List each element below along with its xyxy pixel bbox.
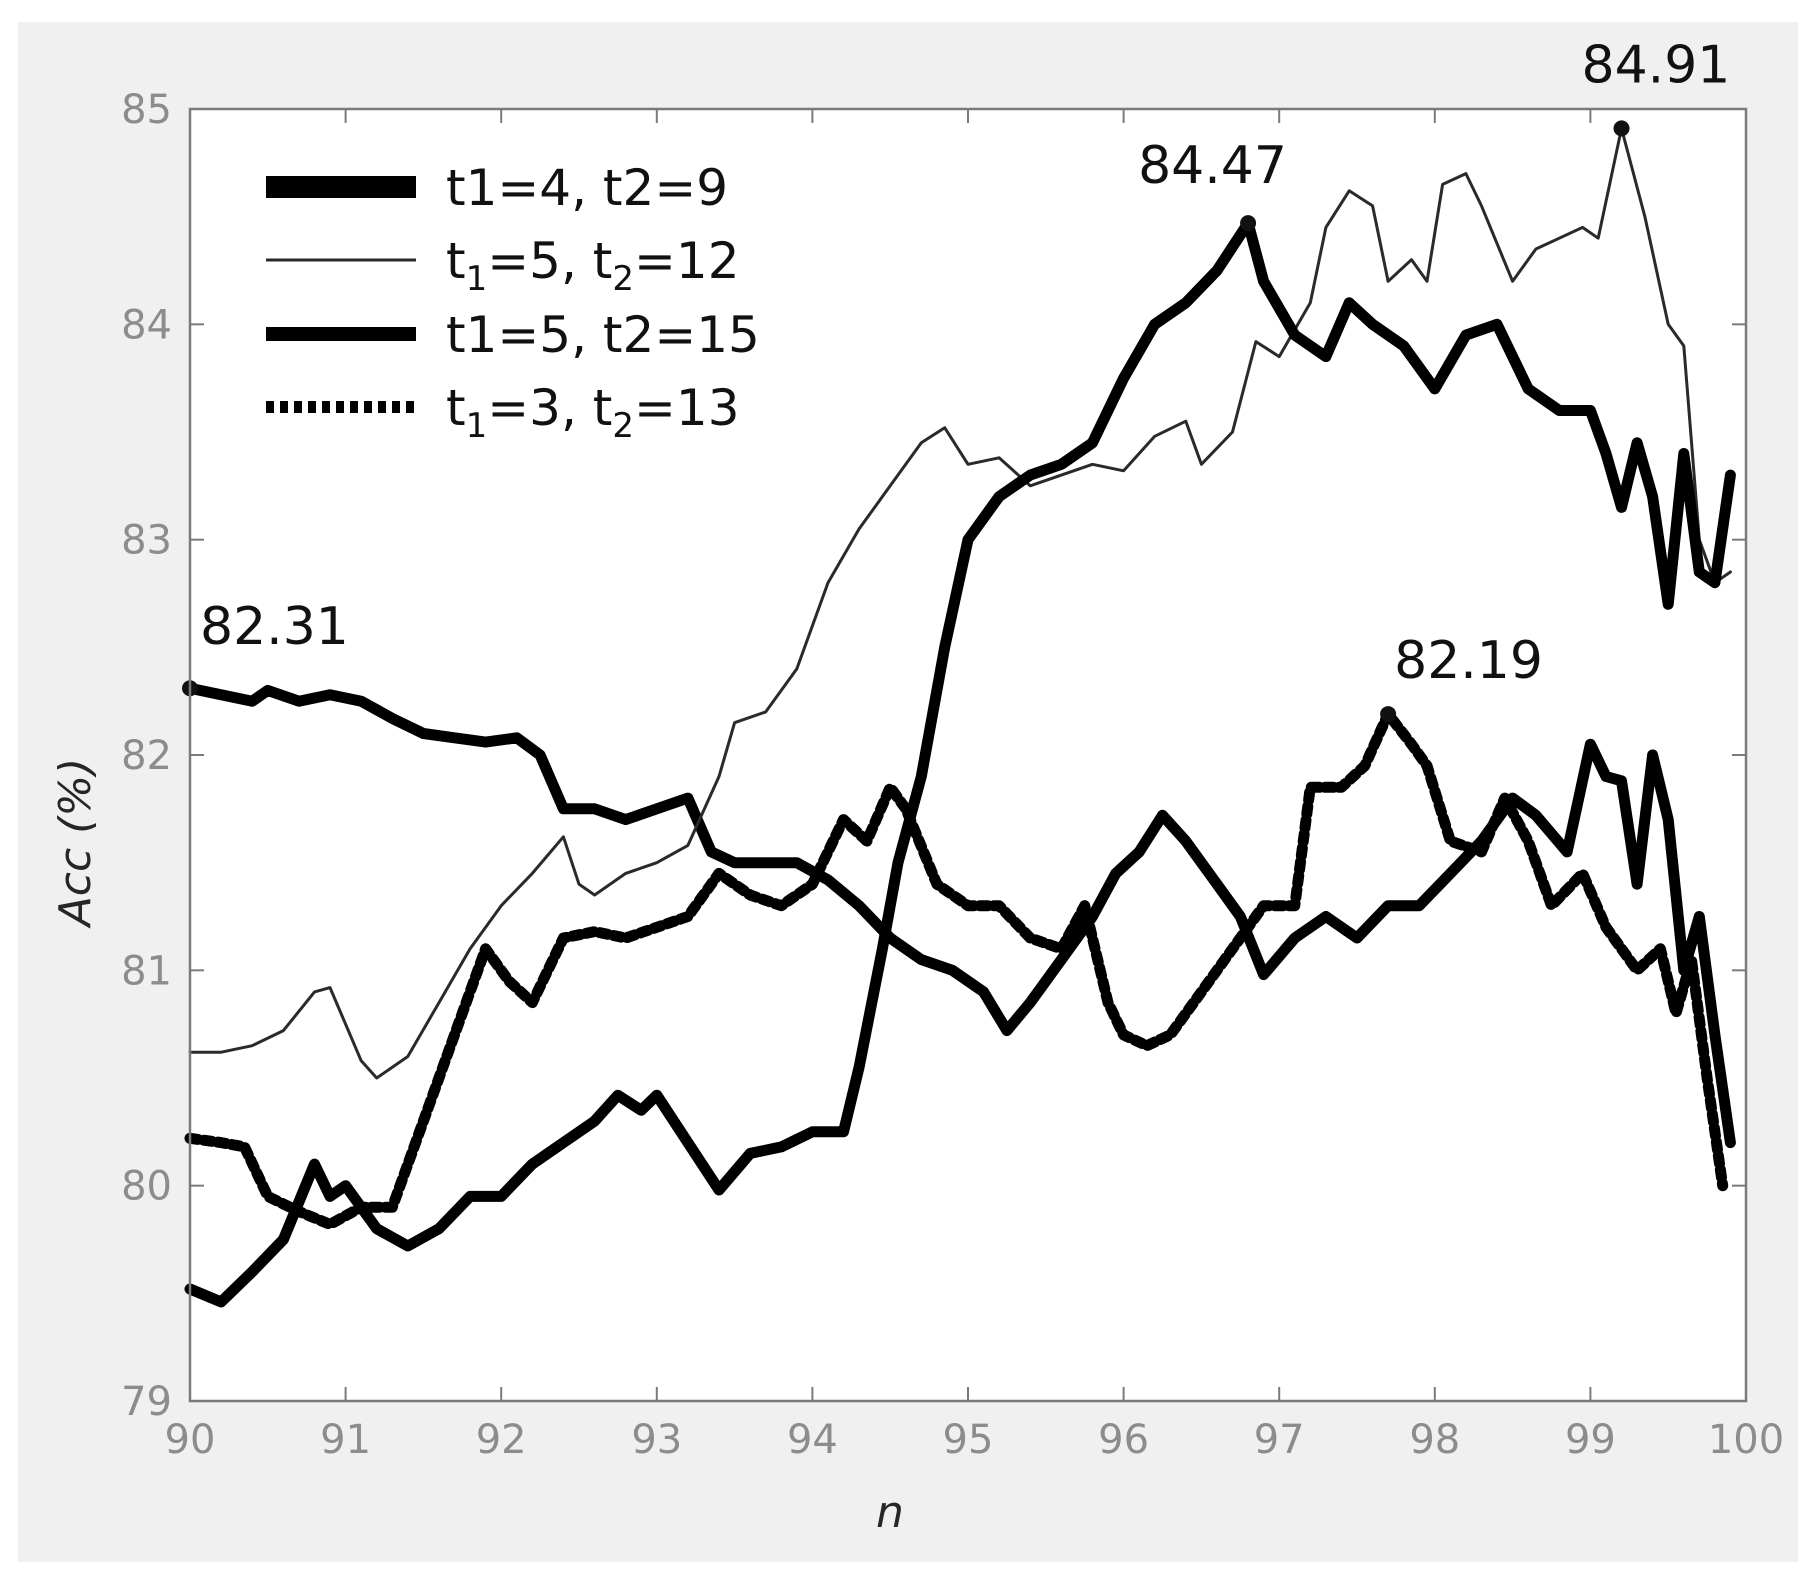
annotation-marker xyxy=(1380,706,1397,723)
plot-frame xyxy=(188,107,1748,1403)
series-line-2 xyxy=(188,126,1732,1080)
annotation-label: 84.47 xyxy=(1138,136,1287,196)
y-tick-label: 82 xyxy=(121,733,172,779)
x-tick-label: 90 xyxy=(165,1417,216,1463)
x-tick-label: 97 xyxy=(1254,1417,1305,1463)
plot-area xyxy=(190,109,1746,1401)
x-tick-label: 100 xyxy=(1708,1417,1784,1463)
y-tick-label: 80 xyxy=(121,1164,172,1210)
series-line-1 xyxy=(184,682,1736,1149)
y-axis-title: Acc (%) xyxy=(50,758,101,930)
legend-label-2: t1=5, t2=12 xyxy=(446,232,740,299)
annotation-marker xyxy=(1613,120,1630,137)
y-tick-label: 85 xyxy=(121,87,172,133)
annotation-label: 84.91 xyxy=(1582,35,1731,95)
series-line-4 xyxy=(184,708,1729,1230)
x-tick-label: 92 xyxy=(476,1417,527,1463)
x-tick-label: 91 xyxy=(320,1417,371,1463)
series-line-3 xyxy=(184,217,1736,1308)
annotation-marker xyxy=(1240,215,1257,232)
x-tick-label: 96 xyxy=(1098,1417,1149,1463)
y-tick-label: 84 xyxy=(121,302,172,348)
y-tick-label: 81 xyxy=(121,948,172,994)
legend-label-3: t1=5, t2=15 xyxy=(446,306,760,364)
line-chart: 90 91 92 93 94 95 96 97 98 99 100 79 80 81 82 83 84 85 82… xyxy=(50,35,1784,1538)
x-tick-label: 98 xyxy=(1409,1417,1460,1463)
x-tick-label: 93 xyxy=(631,1417,682,1463)
x-tick-label: 95 xyxy=(943,1417,994,1463)
x-tick-label: 94 xyxy=(787,1417,838,1463)
y-tick-label: 79 xyxy=(121,1379,172,1425)
x-tick-label: 99 xyxy=(1565,1417,1616,1463)
legend-label-1: t1=4, t2=9 xyxy=(446,159,728,217)
annotation-label: 82.31 xyxy=(200,597,349,657)
y-tick-label: 83 xyxy=(121,518,172,564)
legend: t1=4, t2=9 t1=5, t2=12 t1=5, t2=15 t1=3,… xyxy=(266,159,760,446)
annotation-label: 82.19 xyxy=(1394,631,1543,691)
legend-label-4: t1=3, t2=13 xyxy=(446,379,740,446)
figure-background: 90 91 92 93 94 95 96 97 98 99 100 79 80 81 82 83 84 85 82… xyxy=(18,22,1798,1562)
x-axis-title: n xyxy=(876,1487,904,1538)
